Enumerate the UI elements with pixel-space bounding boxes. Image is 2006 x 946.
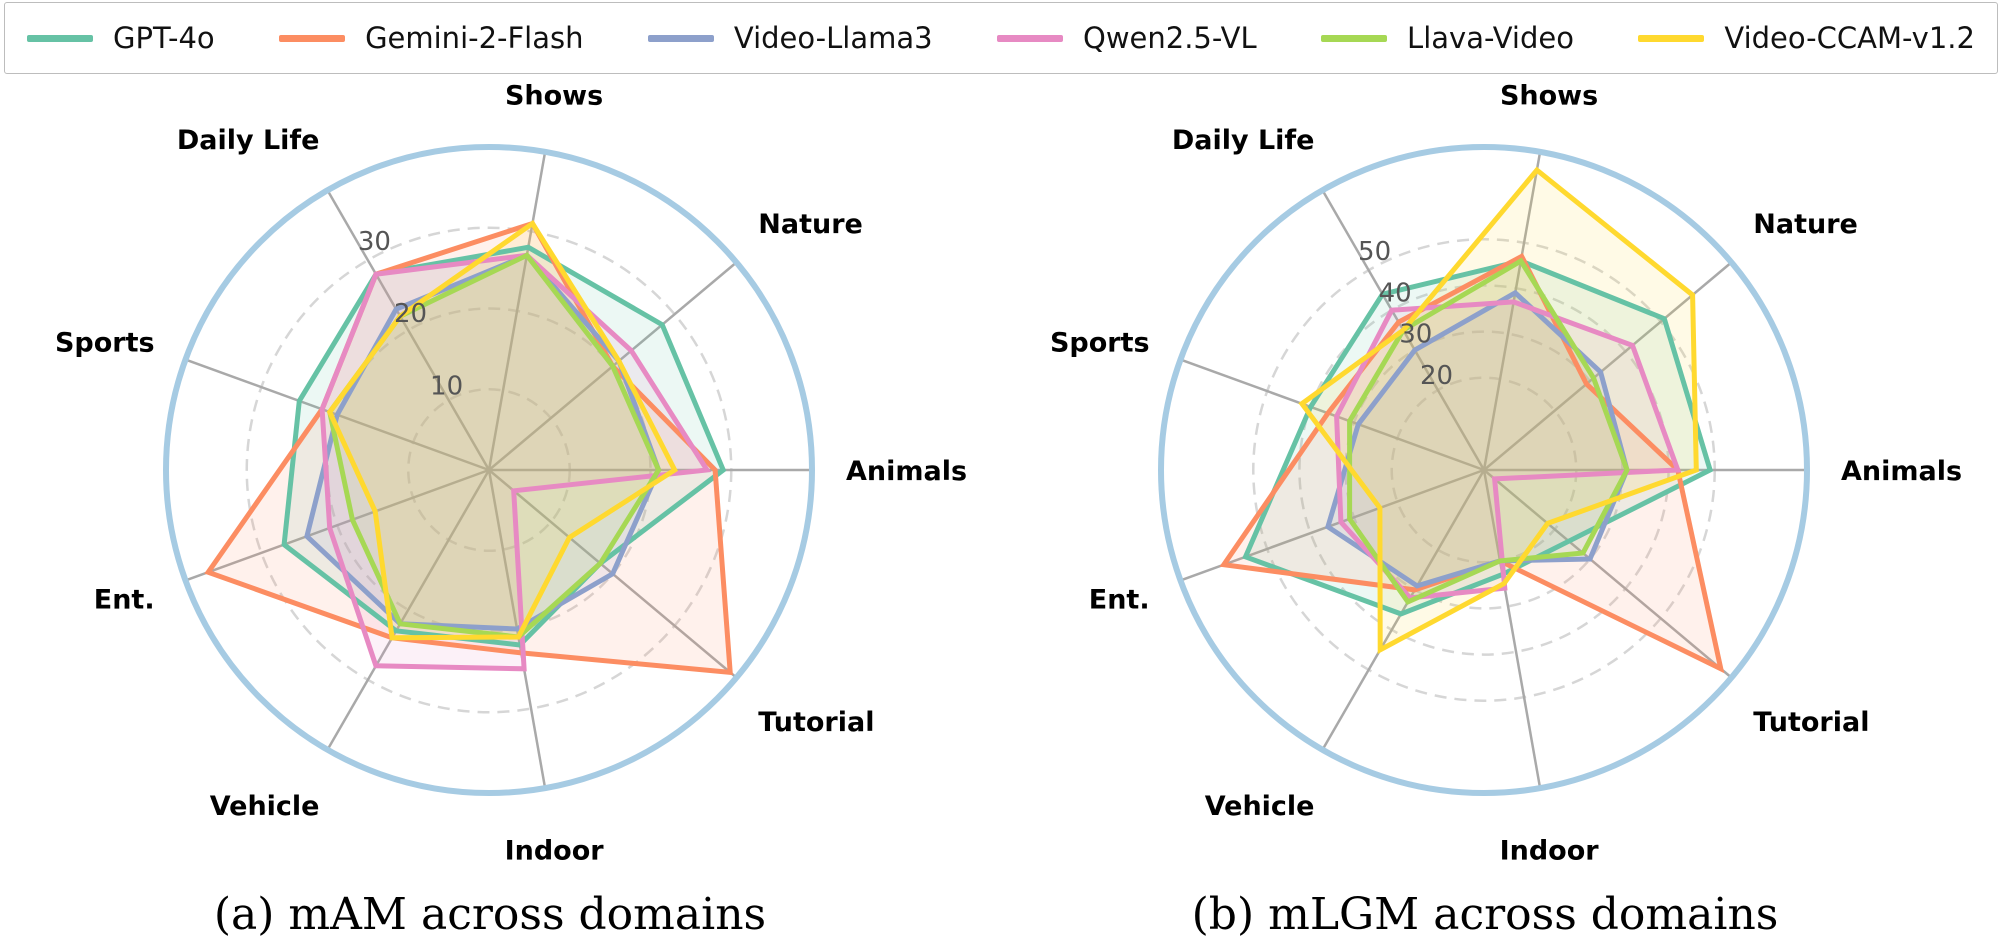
axis-spoke: [326, 189, 491, 471]
category-label: Nature: [1753, 209, 1858, 240]
legend-swatch: [997, 34, 1063, 42]
legend-swatch: [1321, 34, 1388, 42]
category-label: Vehicle: [1205, 791, 1315, 822]
legend-swatch: [647, 34, 714, 42]
axis-spoke: [326, 469, 491, 751]
caption-mam: (a) mAM across domains: [214, 889, 766, 940]
category-label: Indoor: [505, 835, 605, 866]
category-label: Ent.: [94, 584, 155, 615]
series-line-qwen2-5-vl: [319, 252, 712, 672]
axis-spoke: [1482, 469, 1542, 789]
series-fill-llava-video: [329, 255, 659, 638]
axis-spoke: [1482, 151, 1542, 471]
category-label: Sports: [55, 328, 155, 359]
axis-spoke: [487, 151, 547, 471]
legend-label: Video-Llama3: [733, 21, 933, 55]
tick-label: 10: [430, 371, 463, 401]
category-label: Tutorial: [758, 707, 874, 738]
category-label: Indoor: [1500, 835, 1600, 866]
category-label: Daily Life: [1172, 125, 1315, 156]
legend-swatch: [1638, 34, 1705, 42]
category-label: Ent.: [1089, 584, 1150, 615]
series-fill-gpt-4o: [1245, 261, 1711, 614]
radar-chart-mam: 10 20 30 Animals Nature Shows Daily Life Sports…: [55, 81, 967, 867]
axis-spoke: [1180, 358, 1485, 472]
legend-label: GPT-4o: [113, 21, 215, 55]
outer-ring: [163, 144, 815, 796]
category-label: Vehicle: [210, 791, 320, 822]
legend-label: Video-CCAM-v1.2: [1724, 21, 1975, 55]
series-fill-gemini-2-flash: [1223, 256, 1721, 669]
series-group: [1219, 166, 1725, 674]
legend-swatch: [279, 34, 346, 42]
tick-label: 40: [1379, 278, 1412, 308]
category-label: Animals: [846, 456, 967, 487]
legend-item-gpt4o: GPT-4o: [27, 21, 215, 55]
legend-item-videoccam: Video-CCAM-v1.2: [1638, 21, 1975, 55]
legend-label: Llava-Video: [1407, 21, 1574, 55]
series-line-llava-video: [327, 252, 662, 640]
series-line-video-ccam-v1-2: [1298, 166, 1699, 654]
radar-chart-mlgm: 20 30 40 50 Animals Nature Shows Daily Life Spor…: [1050, 81, 1962, 867]
legend-item-llava: Llava-Video: [1321, 21, 1574, 55]
series-group: [204, 219, 733, 676]
tick-label: 20: [1420, 361, 1453, 391]
tick-label: 50: [1358, 237, 1391, 267]
series-line-video-llama3: [1324, 289, 1630, 589]
axis-spoke: [1180, 468, 1485, 582]
category-label: Daily Life: [177, 125, 320, 156]
category-label: Sports: [1050, 328, 1150, 359]
legend-item-gemini: Gemini-2-Flash: [279, 21, 584, 55]
tick-label: 20: [394, 299, 427, 329]
axis-spoke: [1321, 469, 1486, 751]
series-line-qwen2-5-vl: [1334, 299, 1682, 601]
legend-label: Gemini-2-Flash: [365, 21, 584, 55]
legend-item-videollama3: Video-Llama3: [647, 21, 933, 55]
series-line-video-llama3: [304, 252, 662, 632]
tick-label: 30: [1399, 320, 1432, 350]
legend-item-qwen: Qwen2.5-VL: [997, 21, 1257, 55]
series-line-video-ccam-v1-2: [326, 219, 678, 641]
outer-ring: [1158, 144, 1810, 796]
legend-swatch: [27, 34, 93, 42]
category-label: Shows: [505, 81, 603, 112]
legend-label: Qwen2.5-VL: [1083, 21, 1257, 55]
category-label: Nature: [758, 209, 863, 240]
axis-spoke: [1483, 469, 1733, 679]
category-label: Tutorial: [1753, 707, 1869, 738]
category-label: Animals: [1841, 456, 1962, 487]
series-line-gemini-2-flash: [1219, 252, 1725, 674]
grid-ring: [1390, 376, 1578, 564]
category-label: Shows: [1500, 81, 1598, 112]
tick-label: 30: [358, 227, 391, 257]
caption-mlgm: (b) mLGM across domains: [1192, 889, 1779, 940]
axis-spoke: [185, 468, 490, 582]
legend: GPT-4o Gemini-2-Flash Video-Llama3 Qwen2…: [4, 2, 1998, 74]
